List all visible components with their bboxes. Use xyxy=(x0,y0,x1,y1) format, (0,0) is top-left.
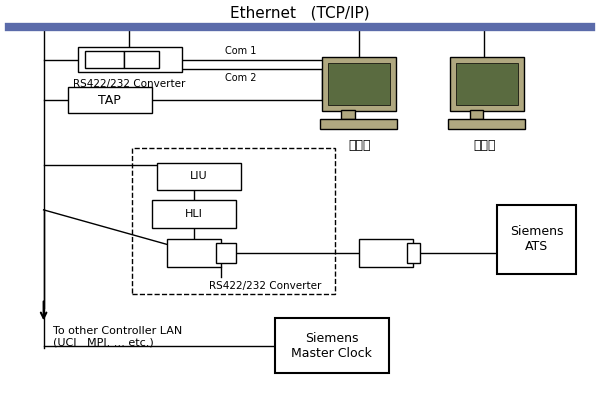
Bar xyxy=(167,240,221,267)
Text: To other Controller LAN
(UCI   MPI. … etc.): To other Controller LAN (UCI MPI. … etc.… xyxy=(53,326,183,348)
Bar xyxy=(216,243,236,263)
Bar xyxy=(78,47,182,72)
Bar xyxy=(407,243,421,263)
Bar xyxy=(322,57,395,111)
Text: Siemens
Master Clock: Siemens Master Clock xyxy=(291,332,372,360)
Bar xyxy=(124,51,159,68)
Bar xyxy=(157,162,241,190)
Text: Ethernet   (TCP/IP): Ethernet (TCP/IP) xyxy=(230,5,370,20)
Text: TAP: TAP xyxy=(98,94,121,107)
Bar xyxy=(497,205,576,274)
Bar xyxy=(133,148,335,294)
Bar xyxy=(341,110,355,119)
Text: Com 1: Com 1 xyxy=(225,46,257,56)
Bar xyxy=(448,119,525,129)
Bar xyxy=(456,63,518,105)
Text: Com 2: Com 2 xyxy=(225,73,257,83)
Bar xyxy=(68,86,152,113)
Text: Siemens
ATS: Siemens ATS xyxy=(510,226,563,254)
Bar xyxy=(359,240,413,267)
Bar xyxy=(85,51,124,68)
Text: LIU: LIU xyxy=(190,171,207,181)
Text: HLI: HLI xyxy=(185,209,202,219)
Text: 备份站: 备份站 xyxy=(473,139,496,152)
Text: RS422/232 Converter: RS422/232 Converter xyxy=(209,281,322,291)
Bar xyxy=(320,119,397,129)
Bar xyxy=(470,110,484,119)
Bar xyxy=(450,57,524,111)
Bar xyxy=(152,200,236,228)
Bar xyxy=(328,63,390,105)
Text: RS422/232 Converter: RS422/232 Converter xyxy=(73,79,185,89)
Text: 工作站: 工作站 xyxy=(348,139,370,152)
Bar xyxy=(275,318,389,372)
